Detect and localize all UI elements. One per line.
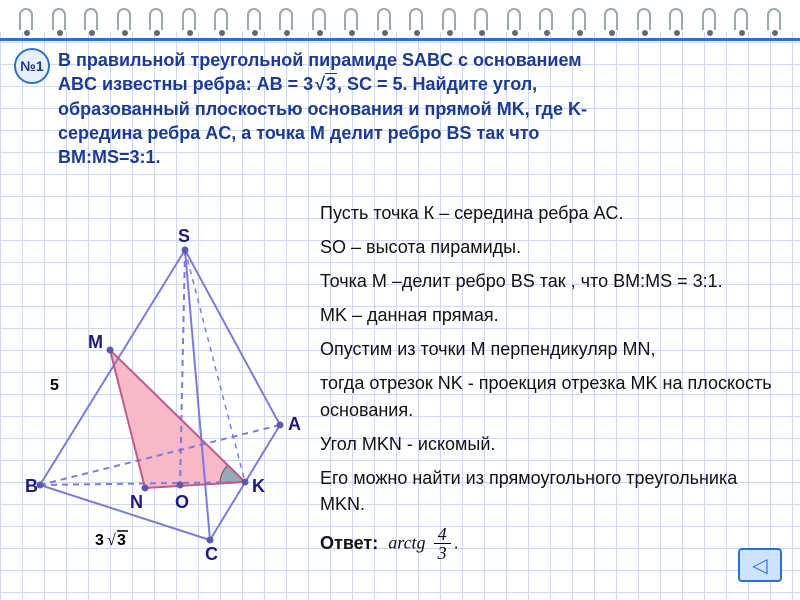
label-b: B bbox=[25, 476, 38, 496]
problem-line2b: , SC = 5. Найдите угол, bbox=[337, 74, 537, 94]
period: . bbox=[454, 532, 459, 552]
sol-p5: Опустим из точки M перпендикуляр MN, bbox=[320, 336, 780, 362]
back-icon: ◁ bbox=[752, 553, 767, 578]
sol-p6: тогда отрезок NK - проекция отрезка MK н… bbox=[320, 370, 780, 422]
label-s: S bbox=[178, 226, 190, 246]
sol-p7: Угол MKN - искомый. bbox=[320, 431, 780, 457]
label-3r3-b: 3 bbox=[117, 532, 126, 549]
back-button[interactable]: ◁ bbox=[738, 548, 782, 582]
label-m: M bbox=[88, 332, 103, 352]
label-c: C bbox=[205, 544, 218, 564]
problem-number-badge: №1 bbox=[14, 48, 50, 84]
notebook-spiral bbox=[0, 0, 800, 32]
sol-p8: Его можно найти из прямоугольного треуго… bbox=[320, 465, 780, 517]
sol-p2: SO – высота пирамиды. bbox=[320, 234, 780, 260]
point-k bbox=[242, 479, 249, 486]
answer-line: Ответ: arctg 4 3 . bbox=[320, 525, 780, 562]
point-c bbox=[207, 537, 214, 544]
solution-text: Пусть точка К – середина ребра AC. SO – … bbox=[320, 200, 780, 570]
top-rule bbox=[0, 38, 800, 41]
label-o: O bbox=[175, 492, 189, 512]
problem-text: В правильной треугольной пирамиде SABC с… bbox=[58, 48, 780, 169]
problem-line2a: ABC известны ребра: AB = 3 bbox=[58, 74, 313, 94]
frac-num: 4 bbox=[434, 525, 451, 544]
sol-p3: Точка M –делит ребро BS так , что BM:MS … bbox=[320, 268, 780, 294]
pyramid-svg: S A B C K O N M 5 3 √ 3 bbox=[20, 230, 320, 570]
sqrt-symbol: √ bbox=[107, 532, 116, 549]
point-n bbox=[142, 485, 149, 492]
answer-label: Ответ: bbox=[320, 530, 378, 556]
label-k: K bbox=[252, 476, 265, 496]
sol-p4: MK – данная прямая. bbox=[320, 302, 780, 328]
point-s bbox=[182, 247, 189, 254]
problem-sqrt: 3 bbox=[325, 73, 337, 94]
label-3r3-a: 3 bbox=[95, 532, 104, 549]
label-edge-5: 5 bbox=[50, 377, 59, 394]
frac-den: 3 bbox=[434, 544, 451, 562]
problem-line3: образованный плоскостью основания и прям… bbox=[58, 99, 587, 119]
point-m bbox=[107, 347, 114, 354]
sol-p1: Пусть точка К – середина ребра AC. bbox=[320, 200, 780, 226]
point-a bbox=[277, 422, 284, 429]
label-a: A bbox=[288, 414, 301, 434]
arctg: arctg bbox=[388, 532, 425, 552]
problem-line1: В правильной треугольной пирамиде SABC с… bbox=[58, 50, 582, 70]
edge-sa bbox=[185, 250, 280, 425]
point-o bbox=[177, 482, 184, 489]
problem-line4: середина ребра AC, а точка M делит ребро… bbox=[58, 123, 539, 143]
fraction: 4 3 bbox=[434, 525, 451, 562]
label-n: N bbox=[130, 492, 143, 512]
pyramid-figure: S A B C K O N M 5 3 √ 3 bbox=[20, 230, 320, 570]
problem-line5: BM:MS=3:1. bbox=[58, 147, 161, 167]
